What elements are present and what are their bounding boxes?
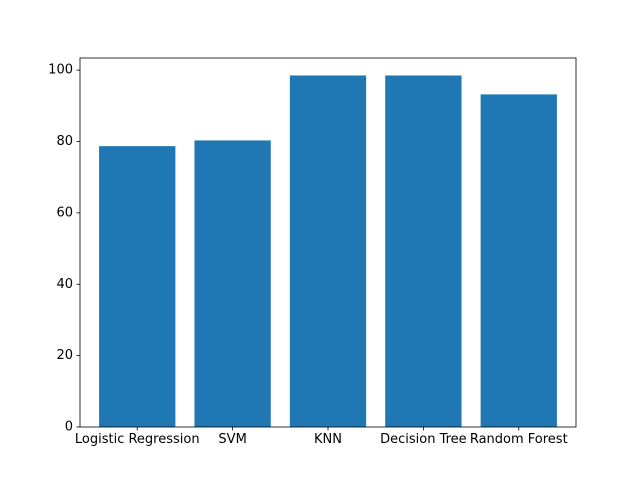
x-tick-label: KNN	[314, 432, 342, 447]
y-tick-label: 40	[56, 277, 73, 292]
y-tick-label: 60	[56, 205, 73, 220]
x-tick-label: SVM	[218, 432, 246, 447]
x-tick-label: Logistic Regression	[75, 432, 200, 447]
bar-random-forest	[480, 94, 557, 427]
plot-frame	[79, 57, 577, 428]
bar-logistic-regression	[99, 146, 176, 427]
y-tick-label: 100	[48, 63, 73, 78]
x-tick-label: Random Forest	[470, 432, 568, 447]
x-axis: Logistic Regression SVM KNN Decision Tree Ra…	[75, 427, 568, 447]
bar-knn	[289, 75, 367, 428]
y-tick-label: 20	[56, 348, 73, 363]
bar-svm	[194, 140, 271, 428]
y-axis: 0 20 40 60 80 100	[48, 63, 80, 435]
bar-decision-tree	[385, 75, 462, 428]
y-tick-label: 0	[65, 420, 73, 435]
y-tick-label: 80	[56, 134, 73, 149]
x-tick-label: Decision Tree	[380, 432, 467, 447]
bars-group	[99, 75, 557, 428]
